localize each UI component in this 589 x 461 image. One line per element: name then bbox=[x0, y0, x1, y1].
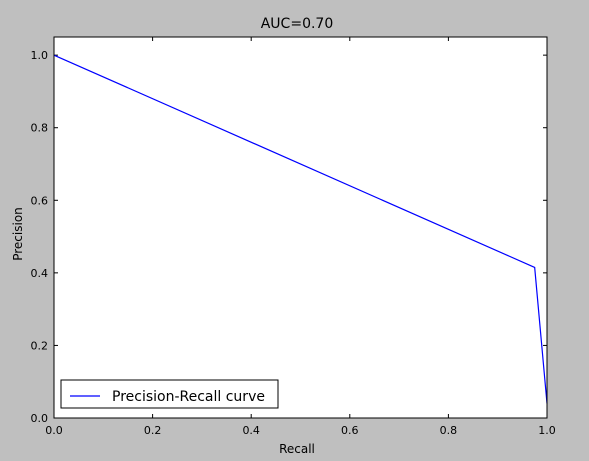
legend-label: Precision-Recall curve bbox=[112, 389, 265, 405]
y-tick-label: 0.8 bbox=[31, 122, 49, 135]
legend: Precision-Recall curve bbox=[60, 379, 279, 409]
series-line-precision-recall bbox=[53, 54, 548, 404]
y-tick-label: 0.6 bbox=[31, 194, 49, 207]
plot-frame bbox=[53, 36, 548, 419]
y-tick-label: 0.0 bbox=[31, 412, 49, 425]
x-tick-label: 0.4 bbox=[242, 424, 260, 437]
plot-area bbox=[54, 37, 547, 418]
chart-title: AUC=0.70 bbox=[261, 16, 334, 32]
y-tick-label: 0.2 bbox=[31, 339, 49, 352]
x-tick-label: 0.2 bbox=[144, 424, 162, 437]
y-axis-title: Precision bbox=[11, 207, 25, 261]
x-axis-title: Recall bbox=[279, 442, 315, 456]
x-tick-label: 1.0 bbox=[538, 424, 556, 437]
x-tick-label: 0.0 bbox=[45, 424, 63, 437]
y-tick-label: 1.0 bbox=[31, 49, 49, 62]
x-tick-label: 0.6 bbox=[341, 424, 359, 437]
legend-box bbox=[60, 379, 279, 409]
y-tick-label: 0.4 bbox=[31, 267, 49, 280]
series-group bbox=[53, 54, 548, 404]
x-tick-label: 0.8 bbox=[440, 424, 458, 437]
